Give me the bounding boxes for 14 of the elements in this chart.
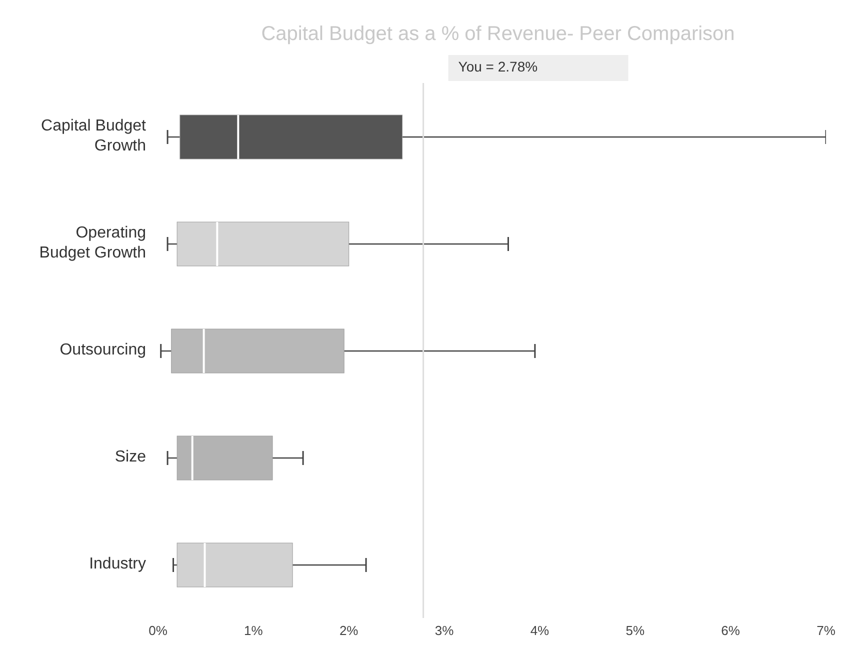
ref-line-label: You = 2.78% <box>458 58 538 75</box>
x-tick-label: 1% <box>244 623 264 638</box>
y-tick-label: Outsourcing <box>60 342 146 359</box>
x-tick-label: 0% <box>148 623 168 638</box>
x-tick-label: 2% <box>339 623 359 638</box>
x-tick-label: 3% <box>434 623 454 638</box>
y-tick-label: Capital Budget Growth <box>41 118 147 155</box>
y-tick-label: Operating Budget Growth <box>39 224 146 262</box>
y-tick-label: Industry <box>89 556 146 573</box>
x-tick-label: 6% <box>721 623 740 638</box>
x-tick-label: 4% <box>530 623 550 638</box>
x-tick-label: 5% <box>626 623 645 638</box>
x-tick-label: 7% <box>816 623 836 638</box>
y-tick-label: Size <box>114 448 146 466</box>
